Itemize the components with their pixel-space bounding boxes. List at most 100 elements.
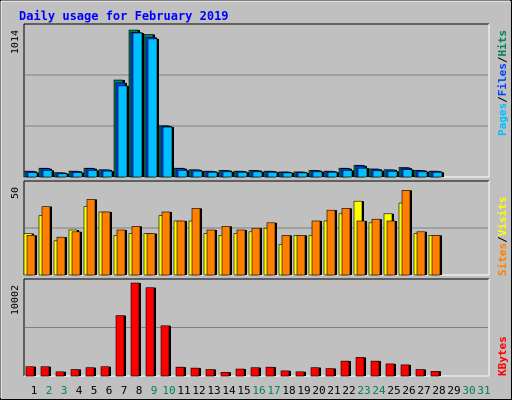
x-tick-label: 12 bbox=[192, 384, 205, 397]
bar-kbytes-day-21 bbox=[325, 368, 335, 377]
bar-kbytes-day-11 bbox=[175, 366, 185, 377]
x-tick-label: 7 bbox=[121, 384, 128, 397]
bar-pages-day-3 bbox=[57, 173, 68, 178]
y-max-label: 1014 bbox=[10, 30, 21, 54]
x-tick-label: 21 bbox=[327, 384, 340, 397]
bar-sites-day-14 bbox=[221, 226, 231, 276]
bar-kbytes-day-16 bbox=[250, 367, 260, 377]
x-tick-label: 29 bbox=[447, 384, 460, 397]
bar-pages-day-2 bbox=[42, 170, 53, 178]
bar-sites-day-18 bbox=[281, 235, 291, 276]
bar-kbytes-day-14 bbox=[220, 371, 230, 377]
bar-sites-day-3 bbox=[56, 236, 66, 276]
bar-pages-day-1 bbox=[27, 172, 38, 178]
bar-pages-day-18 bbox=[282, 172, 293, 178]
chart-panels: 1014Pages/Files/Hits50Sites/Visits10002K… bbox=[10, 23, 509, 377]
x-tick-label: 19 bbox=[297, 384, 310, 397]
bar-sites-day-9 bbox=[146, 233, 156, 276]
bar-pages-day-15 bbox=[237, 171, 248, 178]
bar-kbytes-day-19 bbox=[295, 371, 305, 377]
x-tick-label: 4 bbox=[76, 384, 83, 397]
bar-kbytes-day-3 bbox=[55, 371, 65, 377]
bar-pages-day-22 bbox=[342, 170, 353, 178]
bar-kbytes-day-9 bbox=[145, 287, 155, 377]
x-tick-label: 20 bbox=[312, 384, 325, 397]
bar-kbytes-day-13 bbox=[205, 369, 215, 377]
bar-kbytes-day-25 bbox=[385, 363, 395, 377]
chart-title: Daily usage for February 2019 bbox=[19, 9, 229, 23]
x-tick-label: 11 bbox=[177, 384, 190, 397]
bar-pages-day-12 bbox=[192, 170, 203, 178]
bar-kbytes-day-18 bbox=[280, 370, 290, 377]
bar-kbytes-day-22 bbox=[340, 360, 350, 377]
bar-sites-day-15 bbox=[236, 229, 246, 276]
bar-pages-day-16 bbox=[252, 171, 263, 178]
plot-area bbox=[24, 24, 489, 177]
bar-sites-day-24 bbox=[371, 218, 381, 276]
x-tick-label: 25 bbox=[387, 384, 400, 397]
x-tick-label: 3 bbox=[61, 384, 68, 397]
x-tick-label: 2 bbox=[46, 384, 53, 397]
bar-kbytes-day-27 bbox=[415, 369, 425, 377]
bar-pages-day-11 bbox=[177, 170, 188, 178]
bar-kbytes-day-8 bbox=[130, 282, 140, 377]
bar-pages-day-27 bbox=[417, 171, 428, 178]
bar-pages-day-19 bbox=[297, 172, 308, 178]
bar-sites-day-7 bbox=[116, 229, 126, 276]
x-tick-label: 16 bbox=[252, 384, 265, 397]
bar-sites-day-5 bbox=[86, 199, 96, 276]
bar-kbytes-day-26 bbox=[400, 364, 410, 377]
bar-kbytes-day-15 bbox=[235, 368, 245, 377]
bar-sites-day-2 bbox=[41, 206, 51, 276]
bar-kbytes-day-10 bbox=[160, 325, 170, 377]
bar-sites-day-16 bbox=[251, 227, 261, 276]
legend-entry: Pages bbox=[496, 103, 509, 136]
bar-pages-day-8 bbox=[132, 32, 143, 178]
bar-pages-day-6 bbox=[102, 170, 113, 178]
bar-kbytes-day-12 bbox=[190, 367, 200, 377]
bar-kbytes-day-6 bbox=[100, 366, 110, 377]
legend-entry: Visits bbox=[496, 197, 509, 237]
legend-entry: / bbox=[496, 56, 509, 63]
bar-kbytes-day-20 bbox=[310, 367, 320, 377]
legend-entry: Hits bbox=[496, 30, 509, 57]
bar-kbytes-day-28 bbox=[430, 371, 440, 377]
bar-sites-day-17 bbox=[266, 222, 276, 276]
bar-pages-day-14 bbox=[222, 171, 233, 178]
x-tick-label: 14 bbox=[222, 384, 236, 397]
bar-kbytes-day-7 bbox=[115, 315, 125, 377]
bar-sites-day-6 bbox=[101, 211, 111, 276]
bar-kbytes-day-4 bbox=[70, 369, 80, 377]
panel-kbytes: 10002 KBytes bbox=[10, 278, 509, 377]
bar-pages-day-28 bbox=[432, 171, 443, 178]
bar-sites-day-8 bbox=[131, 226, 141, 276]
x-tick-label: 1 bbox=[31, 384, 38, 397]
bar-kbytes-day-2 bbox=[40, 366, 50, 377]
legend-hits-files-pages: Pages/Files/Hits bbox=[496, 30, 509, 136]
bar-sites-day-26 bbox=[401, 190, 411, 276]
bar-sites-day-20 bbox=[311, 220, 321, 276]
x-tick-label: 22 bbox=[342, 384, 355, 397]
bar-pages-day-24 bbox=[372, 170, 383, 178]
x-tick-label: 28 bbox=[432, 384, 445, 397]
bar-kbytes-day-17 bbox=[265, 366, 275, 377]
bar-pages-day-21 bbox=[327, 171, 338, 178]
x-tick-label: 24 bbox=[372, 384, 386, 397]
bar-pages-day-5 bbox=[87, 170, 98, 178]
x-tick-label: 9 bbox=[151, 384, 158, 397]
legend-visits-sites: Sites/Visits bbox=[496, 197, 509, 277]
bar-sites-day-10 bbox=[161, 211, 171, 276]
x-tick-label: 17 bbox=[267, 384, 280, 397]
bar-pages-day-13 bbox=[207, 171, 218, 178]
bar-sites-day-25 bbox=[386, 220, 396, 276]
bar-sites-day-22 bbox=[341, 208, 351, 276]
x-tick-label: 10 bbox=[162, 384, 175, 397]
x-tick-label: 6 bbox=[106, 384, 113, 397]
bar-pages-day-17 bbox=[267, 171, 278, 178]
panel-visits-sites: 50 Sites/Visits bbox=[10, 180, 509, 277]
x-axis-day-labels: 1 2 3 4 5 6 7 8 9 10 11 12 13 14 15 16 17 18 19 20 21 22 23 24 2… bbox=[31, 384, 491, 397]
bar-kbytes-day-5 bbox=[85, 367, 95, 377]
bar-sites-day-11 bbox=[176, 220, 186, 276]
